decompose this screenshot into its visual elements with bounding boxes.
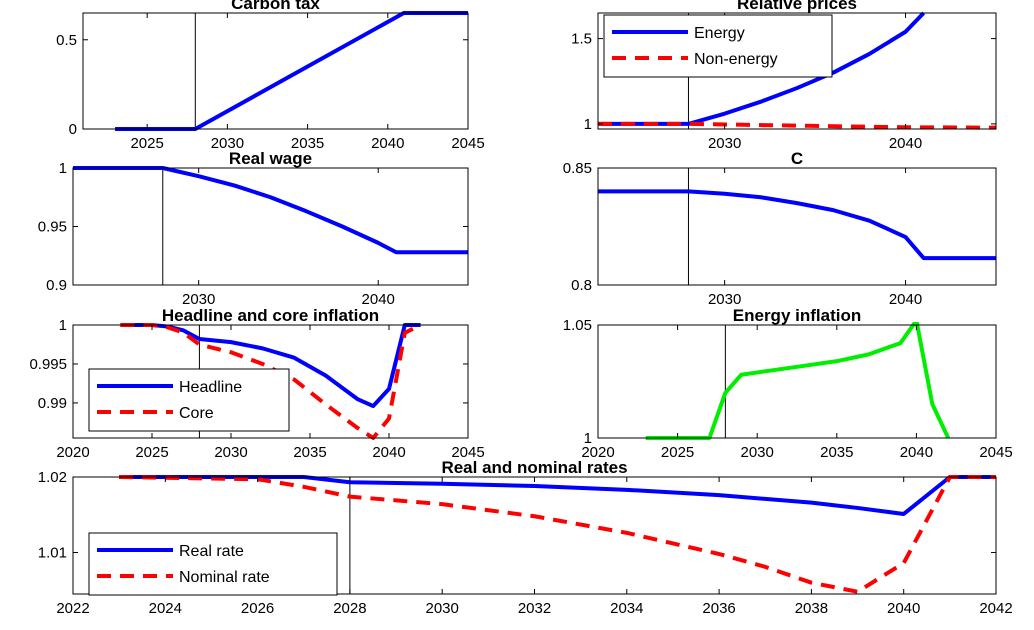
x-tick-label: 2040 [887, 600, 920, 617]
x-tick-label: 2045 [451, 444, 484, 461]
chart-relative-prices: Relative prices 2030 2040 1 1.5 Energy Non-ene… [571, 0, 997, 152]
y-tick-label: 1 [584, 430, 592, 447]
x-tick-label: 2030 [214, 444, 247, 461]
series-line-0 [645, 322, 951, 440]
chart-title: Carbon tax [231, 0, 320, 13]
chart-title: Real and nominal rates [441, 458, 627, 477]
chart-real-nominal-rates: Real and nominal rates 2022 2024 2026 2028 20… [38, 458, 1013, 617]
x-tick-label: 2036 [702, 600, 735, 617]
legend-label-nominal-rate: Nominal rate [179, 569, 270, 586]
axes-box [82, 12, 469, 130]
y-tick-label: 1.02 [38, 469, 67, 486]
legend: Headline Core [88, 368, 290, 432]
y-tick-label: 1.05 [563, 317, 592, 334]
x-tick-label: 2040 [362, 291, 395, 308]
y-tick-label: 0.8 [571, 277, 592, 294]
x-tick-label: 2034 [610, 600, 643, 617]
chart-energy-inflation: Energy inflation 2020 2025 2030 2035 2040 2045… [563, 306, 1013, 461]
y-tick-label: 1 [59, 317, 67, 334]
x-tick-label: 2025 [135, 444, 168, 461]
legend-box [603, 14, 833, 78]
x-tick-label: 2040 [372, 444, 405, 461]
x-tick-label: 2020 [581, 444, 614, 461]
legend-label-core: Core [179, 405, 214, 422]
series-line-nominal-rate [119, 475, 996, 594]
series-line-energy [598, 11, 926, 126]
axes-box [597, 167, 997, 286]
chart-headline-core-inflation: Headline and core inflation 2020 2025 2030 2… [29, 306, 484, 461]
y-tick-label: 0.99 [38, 395, 67, 412]
axes-box [72, 324, 469, 439]
legend-label-non-energy: Non-energy [694, 51, 778, 68]
y-tick-label: 0 [69, 121, 77, 138]
x-tick-label: 2040 [889, 135, 922, 152]
legend-box [88, 368, 290, 432]
x-tick-label: 2032 [518, 600, 551, 617]
y-tick-label: 0.9 [46, 277, 67, 294]
chart-real-wage: Real wage 2030 2040 0.9 0.95 1 [38, 149, 469, 308]
x-tick-label: 2025 [661, 444, 694, 461]
chart-carbon-tax: Carbon tax 2025 2030 2035 2040 2045 0 0.5 [56, 0, 485, 152]
y-tick-label: 1 [584, 116, 592, 133]
x-tick-label: 2030 [708, 135, 741, 152]
legend-label-energy: Energy [694, 25, 745, 42]
x-tick-label: 2030 [182, 291, 215, 308]
x-tick-label: 2045 [451, 135, 484, 152]
y-tick-label: 1.5 [571, 31, 592, 48]
series-line-0 [598, 189, 996, 261]
x-tick-label: 2022 [56, 600, 89, 617]
x-tick-label: 2030 [426, 600, 459, 617]
y-tick-label: 1.01 [38, 544, 67, 561]
x-tick-label: 2025 [130, 135, 163, 152]
chart-title: C [791, 149, 803, 168]
y-tick-label: 0.85 [563, 160, 592, 177]
legend-label-real-rate: Real rate [179, 543, 244, 560]
y-tick-label: 1 [59, 160, 67, 177]
legend-box [88, 532, 338, 596]
chart-title: Relative prices [737, 0, 857, 13]
chart-title: Headline and core inflation [162, 306, 379, 325]
x-tick-label: 2035 [293, 444, 326, 461]
x-tick-label: 2020 [56, 444, 89, 461]
x-tick-label: 2030 [211, 135, 244, 152]
x-tick-label: 2024 [149, 600, 182, 617]
series-line-non-energy [598, 121, 996, 130]
legend: Energy Non-energy [603, 14, 833, 78]
series-line-0 [73, 166, 468, 255]
x-tick-label: 2045 [979, 444, 1012, 461]
legend: Real rate Nominal rate [88, 532, 338, 596]
x-tick-label: 2030 [741, 444, 774, 461]
legend-label-headline: Headline [179, 379, 242, 396]
x-tick-label: 2028 [333, 600, 366, 617]
x-tick-label: 2040 [889, 291, 922, 308]
series-line-0 [115, 11, 468, 131]
x-tick-label: 2042 [979, 600, 1012, 617]
axes-box [72, 167, 469, 286]
axes-box [597, 12, 997, 130]
x-tick-label: 2030 [708, 291, 741, 308]
series-line-real-rate [119, 475, 996, 516]
x-tick-label: 2035 [820, 444, 853, 461]
x-tick-label: 2026 [241, 600, 274, 617]
y-tick-label: 0.5 [56, 32, 77, 49]
chart-title: Energy inflation [733, 306, 861, 325]
x-tick-label: 2035 [291, 135, 324, 152]
x-tick-label: 2040 [371, 135, 404, 152]
y-tick-label: 0.995 [29, 356, 67, 373]
y-tick-label: 0.95 [38, 219, 67, 236]
axes-box [597, 324, 997, 439]
chart-title: Real wage [229, 149, 312, 168]
chart-consumption: C 2030 2040 0.8 0.85 [563, 149, 997, 308]
x-tick-label: 2040 [900, 444, 933, 461]
x-tick-label: 2038 [795, 600, 828, 617]
